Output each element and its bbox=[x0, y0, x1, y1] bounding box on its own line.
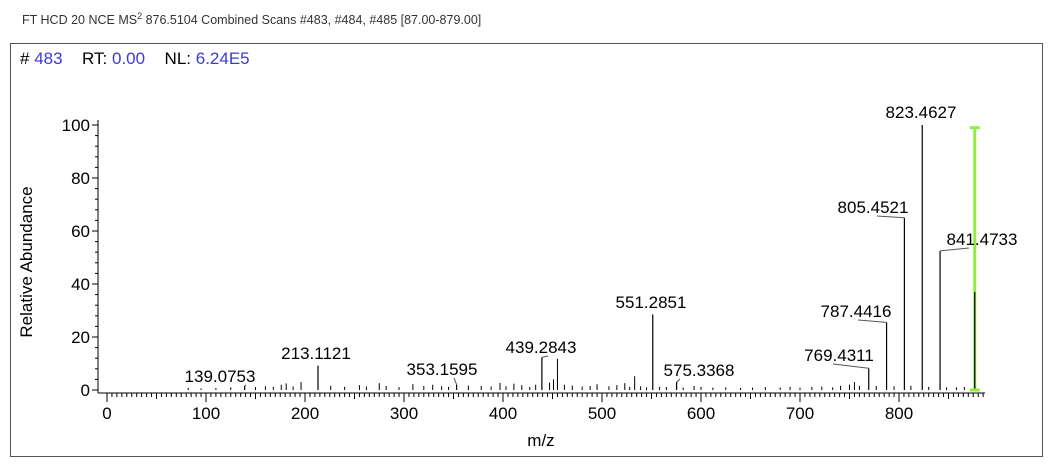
y-tick-label: 40 bbox=[71, 275, 90, 294]
peak-label-leader bbox=[541, 355, 549, 358]
y-tick-label: 0 bbox=[81, 381, 90, 400]
x-tick-label: 400 bbox=[489, 404, 517, 423]
x-tick-label: 800 bbox=[885, 404, 913, 423]
minor-ticks bbox=[95, 135, 984, 399]
peak-label-leader bbox=[857, 319, 887, 323]
x-tick-label: 300 bbox=[390, 404, 418, 423]
peak-label-leader bbox=[676, 378, 681, 383]
x-tick-label: 0 bbox=[102, 404, 111, 423]
peak-label: 575.3368 bbox=[664, 361, 735, 380]
peak-label: 841.4733 bbox=[947, 230, 1018, 249]
peak-label-leader bbox=[876, 215, 905, 219]
peak-label-leader bbox=[832, 363, 869, 369]
peak-label: 439.2843 bbox=[506, 338, 577, 357]
peak-label: 551.2851 bbox=[616, 293, 687, 312]
y-tick-label: 100 bbox=[62, 116, 90, 135]
scan-label: # bbox=[20, 49, 30, 68]
nl-value: 6.24E5 bbox=[195, 49, 250, 68]
peak-label: 805.4521 bbox=[838, 198, 909, 217]
x-tick-label: 100 bbox=[192, 404, 220, 423]
x-tick-label: 500 bbox=[588, 404, 616, 423]
header-superscript: 2 bbox=[137, 11, 143, 21]
scan-number: 483 bbox=[34, 49, 63, 68]
spectrum-header: FT HCD 20 NCE MS2 876.5104 Combined Scan… bbox=[22, 11, 481, 27]
axes: 0 20 40 60 80 100 0 100 200 300 400 500 600 700 800 bbox=[62, 116, 985, 423]
peak-label: 787.4416 bbox=[821, 302, 892, 321]
rt-value: 0.00 bbox=[111, 49, 146, 68]
peak-label: 769.4311 bbox=[804, 346, 874, 365]
scan-info: # 483 RT: 0.00 NL: 6.24E5 bbox=[20, 49, 250, 69]
y-tick-label: 60 bbox=[71, 222, 90, 241]
header-rest: 876.5104 Combined Scans #483, #484, #485… bbox=[142, 13, 482, 28]
peak-label-leader bbox=[940, 247, 970, 252]
nl-label: NL: bbox=[164, 49, 192, 68]
x-tick-label: 700 bbox=[786, 404, 814, 423]
peak-label: 823.4627 bbox=[886, 103, 957, 122]
peak-label: 139.0753 bbox=[185, 367, 256, 386]
y-tick-label: 20 bbox=[71, 328, 90, 347]
peak-label: 213.1121 bbox=[281, 344, 351, 363]
peak-label-leader bbox=[244, 384, 247, 387]
rt-label: RT: bbox=[82, 49, 108, 68]
x-tick-label: 200 bbox=[291, 404, 319, 423]
x-axis-label: m/z bbox=[527, 431, 554, 450]
y-tick-label: 80 bbox=[71, 169, 90, 188]
y-axis-label: Relative Abundance bbox=[17, 186, 36, 337]
x-tick-label: 600 bbox=[687, 404, 715, 423]
peak-label-leader bbox=[453, 377, 458, 385]
peaks bbox=[187, 125, 980, 392]
header-prefix: FT HCD 20 NCE MS bbox=[22, 13, 138, 28]
chart-frame bbox=[10, 43, 1043, 457]
peak-labels: 139.0753 213.1121 353.1595 439.2843 551.2851… bbox=[185, 103, 1018, 387]
peak-label: 353.1595 bbox=[407, 360, 478, 379]
